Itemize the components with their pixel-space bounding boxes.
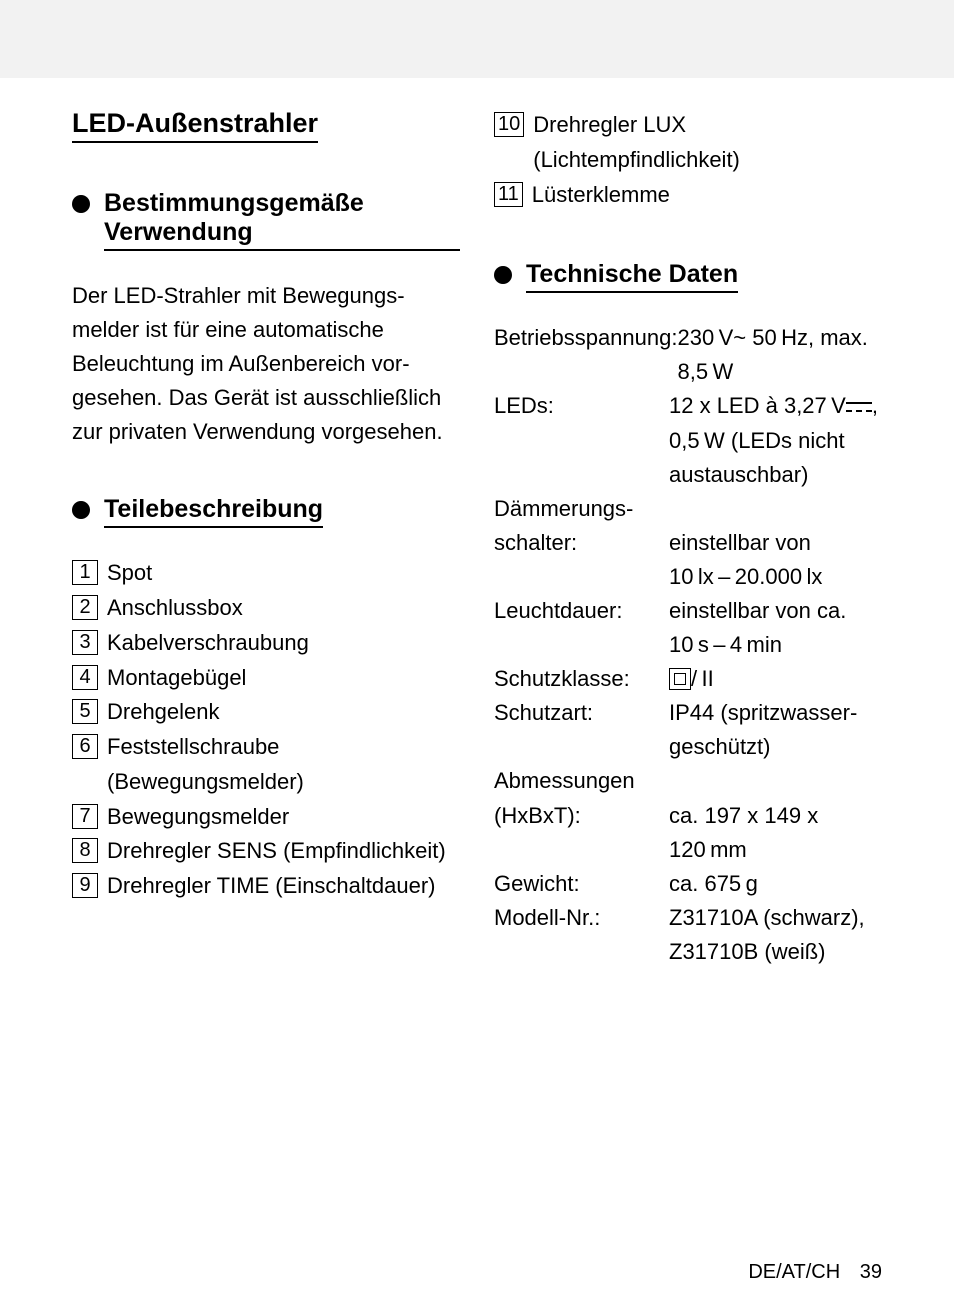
page-footer: DE/AT/CH 39 [748, 1261, 882, 1284]
usage-heading-row: Bestimmungsgemäße Verwendung [72, 189, 460, 251]
tech-label: Betriebsspannung: [494, 321, 677, 389]
part-label: Anschlussbox [107, 591, 460, 626]
tech-label: LEDs: [494, 389, 669, 491]
part-label: Montagebügel [107, 661, 460, 696]
part-row: 3 Kabelverschraubung [72, 626, 460, 661]
bullet-icon [72, 195, 90, 213]
part-row: 7 Bewegungsmelder [72, 800, 460, 835]
parts-list: 1 Spot 2 Anschlussbox 3 Kabelverschraubung 4 Mo… [72, 556, 460, 904]
tech-value-text: ca. 197 x 149 x 120 mm [669, 803, 818, 862]
tech-heading: Technische Daten [526, 260, 738, 293]
tech-label: Leuchtdauer: [494, 594, 669, 662]
tech-value: Z31710A (schwarz), Z31710B (weiß) [669, 901, 882, 969]
footer-page-number: 39 [860, 1261, 882, 1283]
part-number-box: 8 [72, 838, 98, 863]
part-number-box: 5 [72, 699, 98, 724]
bullet-icon [494, 266, 512, 284]
part-number-box: 7 [72, 804, 98, 829]
tech-value: / II [669, 662, 882, 696]
page-title: LED-Außenstrahler [72, 108, 318, 143]
part-row: 2 Anschlussbox [72, 591, 460, 626]
part-number-box: 3 [72, 630, 98, 655]
tech-value: ca. 197 x 149 x 120 mm [669, 764, 882, 866]
tech-value-text: 12 x LED à 3,27 V [669, 393, 846, 418]
tech-label: Gewicht: [494, 867, 669, 901]
tech-value: einstellbar von 10 lx – 20.000 lx [669, 492, 882, 594]
tech-value-text: / II [691, 666, 714, 691]
part-row: 11 Lüsterklemme [494, 178, 882, 213]
tech-value: einstellbar von ca. 10 s – 4 min [669, 594, 882, 662]
part-row: 6 Feststellschraube (Bewegungsmelder) [72, 730, 460, 800]
tech-value: ca. 675 g [669, 867, 882, 901]
left-column: LED-Außenstrahler Bestimmungsgemäße Verw… [72, 108, 460, 969]
tech-heading-row: Technische Daten [494, 260, 882, 293]
tech-label: Dämmerungs­schalter: [494, 492, 669, 594]
part-label: Lüsterklemme [532, 178, 882, 213]
part-row: 1 Spot [72, 556, 460, 591]
part-label: Kabelverschraubung [107, 626, 460, 661]
tech-value: 230 V~ 50 Hz, max. 8,5 W [677, 321, 882, 389]
tech-label: Schutzart: [494, 696, 669, 764]
tech-label: Schutzklasse: [494, 662, 669, 696]
usage-body: Der LED-Strahler mit Bewegungs­melder is… [72, 279, 460, 449]
part-number-box: 4 [72, 665, 98, 690]
footer-region: DE/AT/CH [748, 1261, 840, 1283]
parts-heading-row: Teilebeschreibung [72, 495, 460, 528]
class-2-icon [669, 668, 691, 690]
tech-label: Modell-Nr.: [494, 901, 669, 969]
part-label: Drehgelenk [107, 695, 460, 730]
tech-data: Betriebsspannung: 230 V~ 50 Hz, max. 8,5… [494, 321, 882, 969]
part-number-box: 11 [494, 182, 523, 207]
part-row: 10 Drehregler LUX (Lichtempfindlichkeit) [494, 108, 882, 178]
part-row: 9 Drehregler TIME (Einschaltdauer) [72, 869, 460, 904]
part-label: Bewegungsmelder [107, 800, 460, 835]
part-label: Drehregler LUX (Lichtempfindlichkeit) [533, 108, 882, 178]
part-row: 4 Montagebügel [72, 661, 460, 696]
tech-label: Abmessungen (HxBxT): [494, 764, 669, 866]
part-number-box: 1 [72, 560, 98, 585]
tech-value-text: einstellbar von 10 lx – 20.000 lx [669, 530, 822, 589]
part-label: Spot [107, 556, 460, 591]
part-row: 5 Drehgelenk [72, 695, 460, 730]
part-row: 8 Drehregler SENS (Empfindlichkeit) [72, 834, 460, 869]
parts-heading: Teilebeschreibung [104, 495, 323, 528]
tech-value: 12 x LED à 3,27 V, 0,5 W (LEDs nicht aus… [669, 389, 882, 491]
tech-value: IP44 (spritzwasser­geschützt) [669, 696, 882, 764]
part-label: Feststellschraube (Bewegungsmelder) [107, 730, 460, 800]
part-label: Drehregler SENS (Empfindlichkeit) [107, 834, 460, 869]
page: LED-Außenstrahler Bestimmungsgemäße Verw… [0, 78, 954, 1300]
parts-list-continued: 10Drehregler LUX (Lichtempfindlichkeit)1… [494, 108, 882, 212]
part-label: Drehregler TIME (Einschaltdauer) [107, 869, 460, 904]
part-number-box: 10 [494, 112, 524, 137]
part-number-box: 2 [72, 595, 98, 620]
right-column: 10Drehregler LUX (Lichtempfindlichkeit)1… [494, 108, 882, 969]
bullet-icon [72, 501, 90, 519]
dc-voltage-icon [846, 402, 872, 414]
part-number-box: 9 [72, 873, 98, 898]
part-number-box: 6 [72, 734, 98, 759]
usage-heading: Bestimmungsgemäße Verwendung [104, 189, 460, 251]
